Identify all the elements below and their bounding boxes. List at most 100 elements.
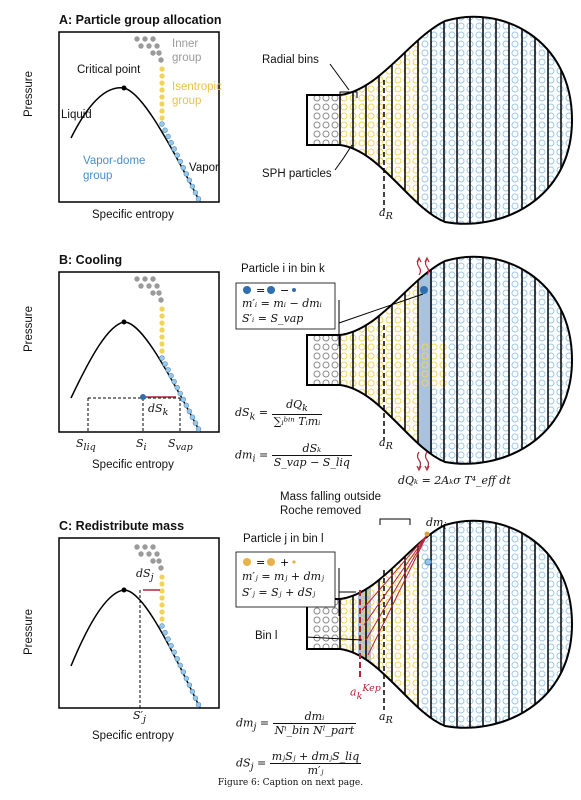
panel-a-isentropic-label-2: group <box>172 95 202 107</box>
disk-particle <box>449 245 455 251</box>
disk-particle <box>340 175 348 183</box>
disk-particle <box>430 139 438 147</box>
disk-particle <box>439 535 447 543</box>
disk-particle <box>394 724 402 728</box>
disk-particle <box>547 397 555 405</box>
disk-particle <box>322 361 330 369</box>
disk-particle <box>502 406 510 414</box>
disk-particle <box>511 316 519 324</box>
disk-particle <box>385 40 393 48</box>
disk-particle <box>376 661 384 669</box>
disk-particle <box>565 679 572 687</box>
disk-particle <box>502 271 510 279</box>
disk-particle <box>502 175 510 183</box>
disk-particle <box>439 379 447 387</box>
disk-particle <box>493 103 501 111</box>
disk-particle <box>358 130 366 138</box>
disk-particle <box>358 103 366 111</box>
disk-particle <box>538 526 546 534</box>
disk-particle <box>403 370 411 378</box>
disk-particle <box>421 670 429 678</box>
disk-particle <box>376 370 384 378</box>
disk-particle <box>331 220 339 224</box>
disk-particle <box>367 193 375 201</box>
disk-particle <box>430 553 438 561</box>
disk-particle <box>565 22 572 30</box>
disk-particle <box>313 433 321 441</box>
disk-particle <box>556 76 564 84</box>
disk-particle <box>493 289 501 297</box>
disk-particle <box>484 625 492 633</box>
disk-particle <box>520 724 528 728</box>
disk-particle <box>484 616 492 624</box>
disk-particle <box>422 734 428 740</box>
disk-particle <box>385 334 393 342</box>
disk-particle <box>430 598 438 606</box>
disk-particle <box>457 271 465 279</box>
disk-particle <box>448 535 456 543</box>
disk-particle <box>376 157 384 165</box>
disk-particle <box>556 724 564 728</box>
disk-particle <box>421 49 429 57</box>
disk-particle <box>557 5 563 11</box>
disk-particle <box>475 343 483 351</box>
disk-particle <box>538 202 546 210</box>
disk-particle <box>502 193 510 201</box>
disk-particle <box>412 112 420 120</box>
disk-particle <box>404 5 410 11</box>
disk-particle <box>529 49 537 57</box>
disk-particle <box>547 361 555 369</box>
disk-particle <box>529 688 537 696</box>
disk-particle <box>511 571 519 579</box>
disk-particle <box>502 16 510 21</box>
disk-particle <box>547 31 555 39</box>
disk-particle <box>323 470 329 476</box>
disk-particle <box>556 520 564 525</box>
disk-particle <box>539 230 545 236</box>
disk-particle <box>475 397 483 405</box>
disk-particle <box>412 535 420 543</box>
disk-particle <box>358 211 366 219</box>
disk-particle <box>403 103 411 111</box>
disk-particle <box>394 166 402 174</box>
disk-particle <box>431 245 437 251</box>
disk-particle <box>358 166 366 174</box>
disk-particle <box>412 298 420 306</box>
disk-particle <box>565 49 572 57</box>
disk-particle <box>557 230 563 236</box>
disk-particle <box>475 535 483 543</box>
disk-particle <box>457 112 465 120</box>
disk-particle <box>403 706 411 714</box>
disk-particle <box>520 370 528 378</box>
disk-particle <box>529 616 537 624</box>
disk-particle <box>493 112 501 120</box>
disk-particle <box>331 424 339 432</box>
disk-particle <box>412 22 420 30</box>
disk-particle <box>367 415 375 423</box>
disk-particle <box>430 85 438 93</box>
disk-particle <box>412 634 420 642</box>
disk-particle <box>484 589 492 597</box>
disk-particle <box>556 184 564 192</box>
disk-particle <box>340 661 348 669</box>
disk-particle <box>494 734 500 740</box>
disk-particle <box>448 424 456 432</box>
disk-particle <box>475 571 483 579</box>
disk-particle <box>556 31 564 39</box>
disk-particle <box>484 334 492 342</box>
panel-b-particles <box>134 276 202 432</box>
disk-particle <box>556 103 564 111</box>
panel-b-xlabel: Specific entropy <box>92 459 174 471</box>
disk-particle <box>367 520 375 525</box>
vapordome-group-particle <box>174 152 180 158</box>
disk-particle <box>430 580 438 588</box>
inner-group-particle <box>138 283 144 289</box>
disk-particle <box>493 571 501 579</box>
disk-particle <box>376 121 384 129</box>
disk-particle <box>457 94 465 102</box>
disk-particle <box>358 193 366 201</box>
disk-particle <box>502 22 510 30</box>
disk-particle <box>493 40 501 48</box>
disk-particle <box>520 298 528 306</box>
disk-particle <box>403 67 411 75</box>
